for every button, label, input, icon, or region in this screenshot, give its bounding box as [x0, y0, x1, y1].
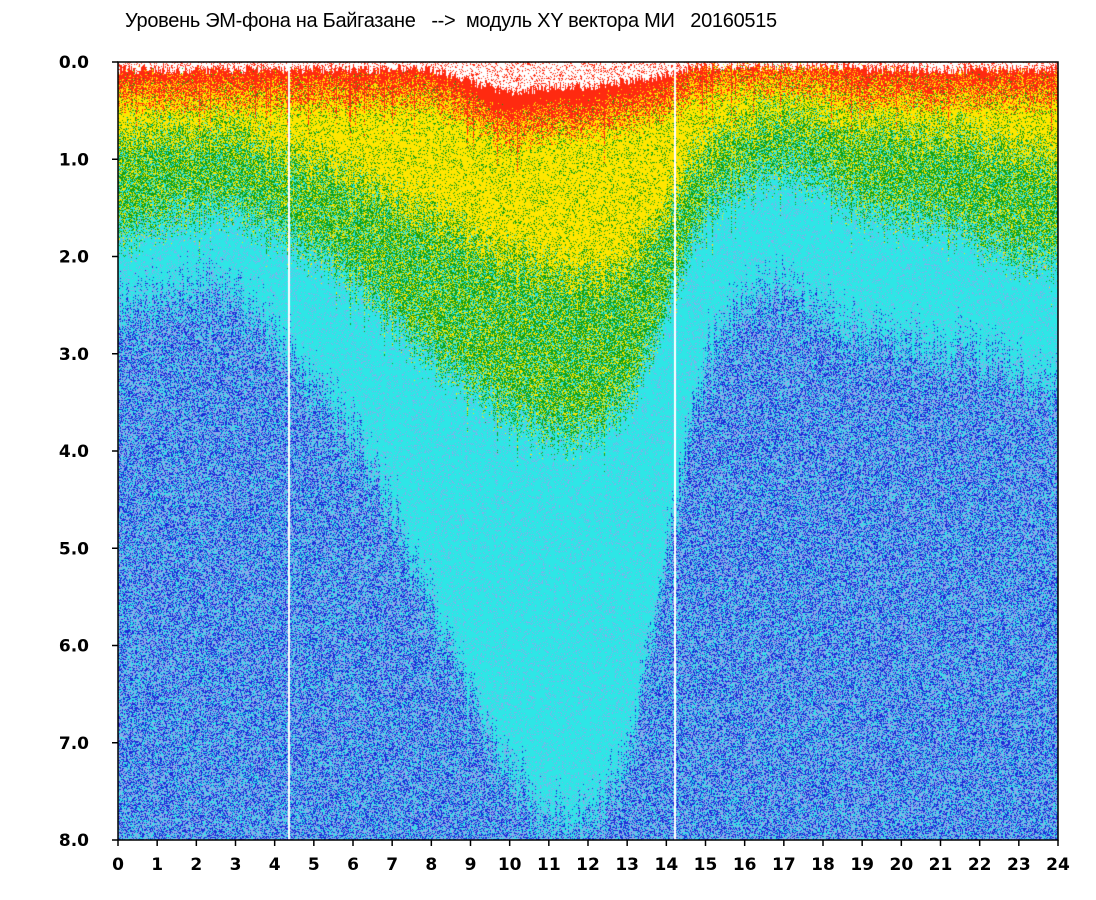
x-tick-label: 0 — [112, 855, 124, 875]
x-tick-label: 17 — [772, 855, 796, 875]
y-tick-label: 5.0 — [59, 539, 89, 559]
x-tick-label: 23 — [1007, 855, 1031, 875]
y-tick-label: 7.0 — [59, 734, 89, 754]
x-tick-label: 11 — [537, 855, 561, 875]
x-tick-label: 10 — [498, 855, 522, 875]
x-tick-label: 6 — [347, 855, 359, 875]
x-tick-label: 1 — [151, 855, 163, 875]
x-tick-label: 22 — [968, 855, 992, 875]
x-tick-label: 7 — [386, 855, 398, 875]
x-tick-label: 19 — [850, 855, 874, 875]
x-tick-label: 13 — [615, 855, 639, 875]
x-tick-label: 24 — [1046, 855, 1070, 875]
x-tick-label: 12 — [576, 855, 600, 875]
y-tick-label: 6.0 — [59, 637, 89, 657]
y-tick-label: 2.0 — [59, 248, 89, 268]
x-tick-label: 9 — [465, 855, 477, 875]
y-tick-label: 8.0 — [59, 831, 89, 851]
x-tick-label: 2 — [190, 855, 202, 875]
x-tick-label: 14 — [654, 855, 678, 875]
x-tick-label: 21 — [929, 855, 953, 875]
x-tick-label: 4 — [269, 855, 281, 875]
x-tick-label: 16 — [733, 855, 757, 875]
heatmap-image — [118, 62, 1058, 840]
x-tick-label: 15 — [694, 855, 718, 875]
y-tick-label: 4.0 — [59, 442, 89, 462]
y-tick-label: 3.0 — [59, 345, 89, 365]
x-axis: 0 1 2 3 4 5 6 7 8 9 10 11 12 13 14 15 16 17 18 19 20 21 22 23 24 — [112, 840, 1070, 875]
y-tick-label: 1.0 — [59, 150, 89, 170]
x-tick-label: 3 — [230, 855, 242, 875]
chart-title: Уровень ЭМ-фона на Байгазане --> модуль … — [125, 10, 777, 32]
x-tick-label: 8 — [425, 855, 437, 875]
y-tick-label: 0.0 — [59, 53, 89, 73]
y-axis: 0.0 1.0 2.0 3.0 4.0 5.0 6.0 7.0 8.0 — [59, 53, 118, 851]
x-tick-label: 5 — [308, 855, 320, 875]
x-tick-label: 18 — [811, 855, 835, 875]
x-tick-label: 20 — [889, 855, 913, 875]
